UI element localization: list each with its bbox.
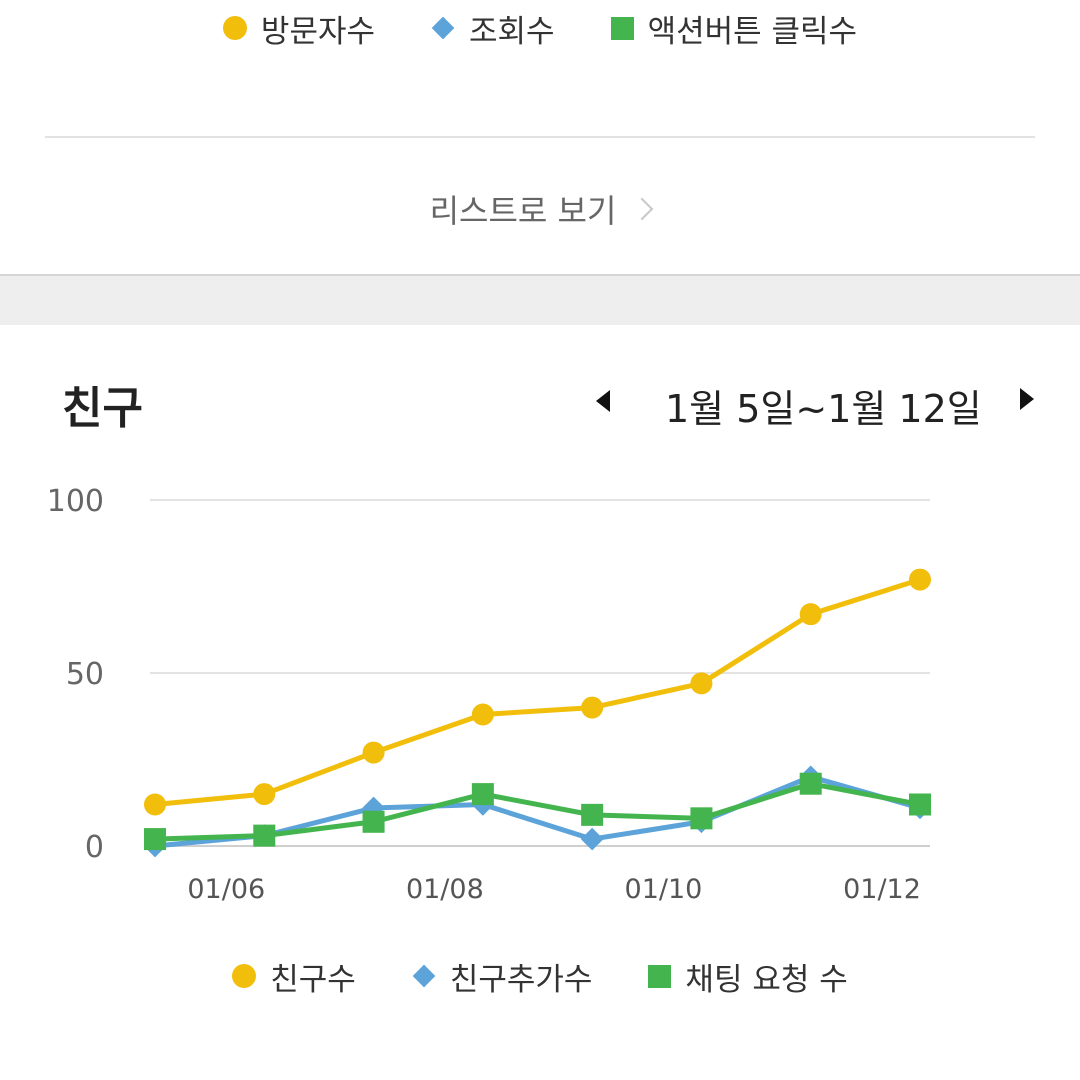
diamond-marker-icon xyxy=(431,16,455,40)
legend-label: 방문자수 xyxy=(260,13,376,50)
circle-marker-icon xyxy=(222,16,247,40)
square-marker-icon xyxy=(648,964,672,988)
triangle-left-icon[interactable] xyxy=(596,390,610,412)
date-navigator: 1월 5일~1월 12일 xyxy=(590,378,1050,431)
view-as-list-link[interactable]: 리스트로 보기 xyxy=(0,186,1080,232)
x-axis-ticks: 01/06 01/08 01/10 01/12 xyxy=(187,874,921,905)
y-tick-label: 50 xyxy=(66,657,104,692)
data-point-circle xyxy=(253,783,276,806)
series-markers xyxy=(143,568,932,858)
x-tick-label: 01/06 xyxy=(187,874,265,905)
series-line xyxy=(154,577,921,807)
data-point-circle xyxy=(799,603,822,626)
section-title: 친구 xyxy=(62,383,143,434)
diamond-marker-icon xyxy=(412,964,436,988)
circle-marker-icon xyxy=(232,964,257,988)
series-lines xyxy=(154,577,921,849)
friends-line-chart: 0 50 100 01/06 01/08 01/10 01/12 xyxy=(47,484,932,905)
data-point-square xyxy=(690,807,713,830)
data-point-circle xyxy=(690,672,713,695)
triangle-right-icon[interactable] xyxy=(1020,388,1034,410)
legend-item-friends: 친구수 xyxy=(232,954,356,999)
legend-item-friend-adds: 친구추가수 xyxy=(412,954,593,999)
data-point-circle xyxy=(144,793,166,816)
top-legend: 방문자수 조회수 액션버튼 클릭수 xyxy=(0,6,1080,51)
data-point-circle xyxy=(909,568,931,591)
section-separator xyxy=(0,274,1080,325)
data-point-square xyxy=(253,824,276,847)
y-tick-label: 0 xyxy=(85,830,104,865)
legend-item-action-clicks: 액션버튼 클릭수 xyxy=(610,6,858,51)
chart-legend: 친구수 친구추가수 채팅 요청 수 xyxy=(0,954,1080,999)
data-point-square xyxy=(362,810,385,833)
square-marker-icon xyxy=(610,16,634,40)
chevron-right-icon xyxy=(631,197,654,221)
data-point-square xyxy=(909,793,931,816)
legend-label: 조회수 xyxy=(469,13,555,50)
data-point-circle xyxy=(362,741,385,764)
divider xyxy=(45,136,1035,138)
data-point-circle xyxy=(471,703,494,726)
x-tick-label: 01/10 xyxy=(625,874,703,905)
data-point-square xyxy=(144,828,166,851)
data-point-square xyxy=(799,772,822,795)
data-point-square xyxy=(471,783,494,806)
x-tick-label: 01/08 xyxy=(406,874,484,905)
legend-label: 친구추가수 xyxy=(449,961,593,998)
legend-item-views: 조회수 xyxy=(431,6,555,51)
date-range: 1월 5일~1월 12일 xyxy=(665,387,982,431)
legend-label: 액션버튼 클릭수 xyxy=(647,13,858,50)
legend-item-chat-requests: 채팅 요청 수 xyxy=(648,954,848,999)
data-point-circle xyxy=(581,696,604,719)
y-axis-ticks: 0 50 100 xyxy=(47,484,104,865)
legend-label: 친구수 xyxy=(270,961,356,998)
data-point-square xyxy=(581,803,604,826)
legend-item-visitors: 방문자수 xyxy=(222,6,376,51)
series-line xyxy=(154,781,921,842)
grid-lines xyxy=(150,499,930,847)
view-as-list-label: 리스트로 보기 xyxy=(429,192,617,230)
legend-label: 채팅 요청 수 xyxy=(685,961,848,998)
x-tick-label: 01/12 xyxy=(843,874,921,905)
data-point-diamond xyxy=(580,827,604,851)
y-tick-label: 100 xyxy=(47,484,104,519)
